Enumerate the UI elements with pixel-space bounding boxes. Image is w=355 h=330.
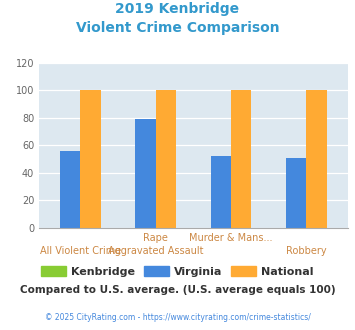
Text: Robbery: Robbery bbox=[286, 246, 327, 256]
Text: 2019 Kenbridge: 2019 Kenbridge bbox=[115, 2, 240, 16]
Text: Violent Crime Comparison: Violent Crime Comparison bbox=[76, 21, 279, 35]
Bar bbox=[81, 90, 101, 228]
Text: © 2025 CityRating.com - https://www.cityrating.com/crime-statistics/: © 2025 CityRating.com - https://www.city… bbox=[45, 313, 310, 322]
Legend: Kenbridge, Virginia, National: Kenbridge, Virginia, National bbox=[37, 261, 318, 281]
Text: Rape: Rape bbox=[143, 233, 168, 243]
Text: Compared to U.S. average. (U.S. average equals 100): Compared to U.S. average. (U.S. average … bbox=[20, 285, 335, 295]
Bar bbox=[211, 156, 231, 228]
Bar bbox=[60, 151, 81, 228]
Bar bbox=[156, 90, 176, 228]
Text: All Violent Crime: All Violent Crime bbox=[40, 246, 121, 256]
Text: Murder & Mans...: Murder & Mans... bbox=[189, 233, 273, 243]
Bar bbox=[136, 119, 156, 228]
Bar bbox=[231, 90, 251, 228]
Text: Aggravated Assault: Aggravated Assault bbox=[108, 246, 203, 256]
Bar bbox=[306, 90, 327, 228]
Bar bbox=[286, 157, 306, 228]
